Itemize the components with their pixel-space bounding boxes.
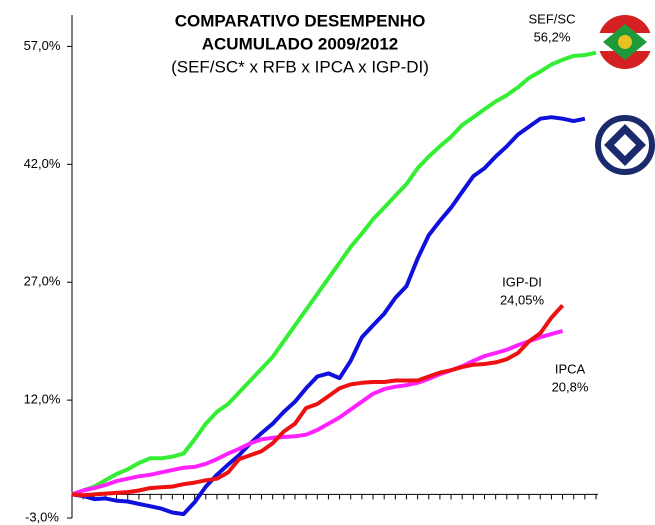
series-line <box>71 328 564 497</box>
annotation: 20,8% <box>552 379 589 394</box>
rfb-logo <box>595 115 655 175</box>
y-tick-label: 12,0% <box>24 392 61 407</box>
series-line <box>71 50 597 497</box>
y-tick-label: -3,0% <box>25 509 59 524</box>
annotation: 56,2% <box>534 29 571 44</box>
y-tick-label: 57,0% <box>24 38 61 53</box>
series-line <box>71 304 565 498</box>
y-tick-label: 42,0% <box>24 156 61 171</box>
sc-logo <box>598 15 652 69</box>
annotation: IPCA <box>555 361 586 376</box>
chart-subtitle: (SEF/SC* x RFB x IPCA x IGP-DI) <box>171 57 429 76</box>
chart-title: COMPARATIVO DESEMPENHO <box>175 11 426 30</box>
annotation: IGP-DI <box>502 274 542 289</box>
annotation: SEF/SC <box>529 11 576 26</box>
chart-title: ACUMULADO 2009/2012 <box>202 34 399 53</box>
annotation: 24,05% <box>500 292 545 307</box>
y-tick-label: 27,0% <box>24 274 61 289</box>
series-line <box>71 115 586 517</box>
